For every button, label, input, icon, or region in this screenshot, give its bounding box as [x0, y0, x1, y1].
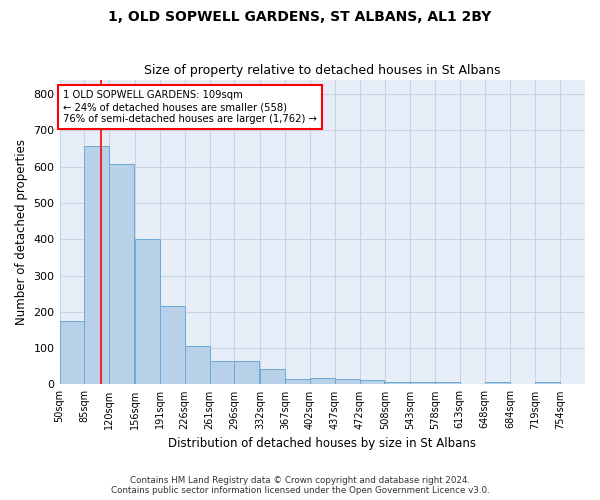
X-axis label: Distribution of detached houses by size in St Albans: Distribution of detached houses by size … — [168, 437, 476, 450]
Bar — [535, 382, 560, 384]
Bar — [485, 382, 509, 384]
Bar — [185, 346, 209, 385]
Text: 1 OLD SOPWELL GARDENS: 109sqm
← 24% of detached houses are smaller (558)
76% of : 1 OLD SOPWELL GARDENS: 109sqm ← 24% of d… — [63, 90, 317, 124]
Bar — [135, 240, 160, 384]
Bar — [59, 321, 85, 384]
Text: 1, OLD SOPWELL GARDENS, ST ALBANS, AL1 2BY: 1, OLD SOPWELL GARDENS, ST ALBANS, AL1 2… — [109, 10, 491, 24]
Bar — [310, 378, 335, 384]
Bar — [359, 380, 385, 384]
Bar — [335, 379, 359, 384]
Bar — [85, 146, 109, 384]
Bar — [160, 306, 185, 384]
Bar — [109, 164, 134, 384]
Bar — [235, 361, 259, 384]
Y-axis label: Number of detached properties: Number of detached properties — [15, 139, 28, 325]
Bar — [285, 379, 310, 384]
Text: Contains HM Land Registry data © Crown copyright and database right 2024.
Contai: Contains HM Land Registry data © Crown c… — [110, 476, 490, 495]
Bar — [410, 382, 435, 384]
Bar — [260, 369, 285, 384]
Bar — [435, 382, 460, 384]
Bar — [385, 382, 410, 384]
Title: Size of property relative to detached houses in St Albans: Size of property relative to detached ho… — [144, 64, 500, 77]
Bar — [209, 361, 235, 384]
